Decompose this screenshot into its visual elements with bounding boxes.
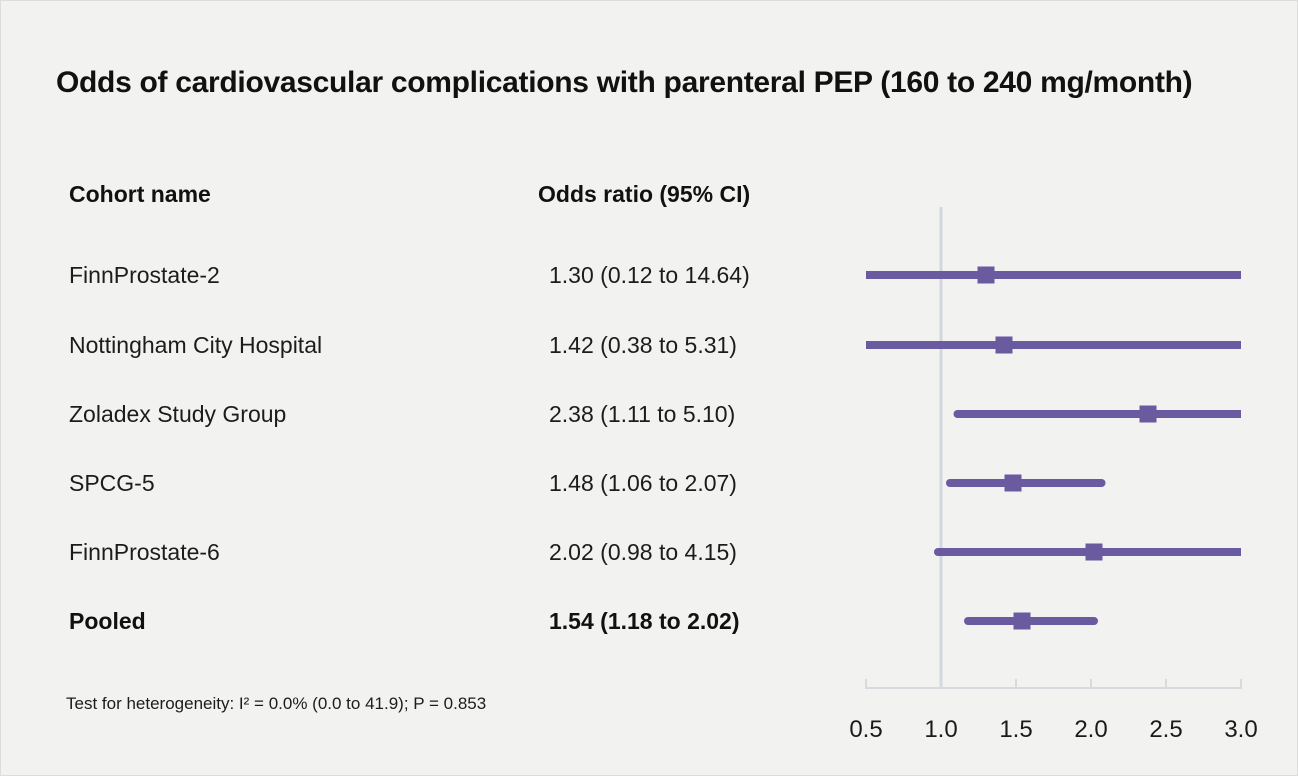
odds-ratio-marker — [995, 336, 1013, 354]
x-axis-tick-label: 1.0 — [924, 716, 957, 743]
odds-ratio-value: 1.30 (0.12 to 14.64) — [549, 262, 750, 288]
cohort-name: Nottingham City Hospital — [69, 332, 323, 358]
x-axis-tick-label: 2.5 — [1149, 716, 1182, 743]
cohort-name: Pooled — [69, 608, 146, 634]
cohort-column-header: Cohort name — [69, 181, 211, 207]
x-axis-tick-label: 3.0 — [1224, 716, 1257, 743]
heterogeneity-footnote: Test for heterogeneity: I² = 0.0% (0.0 t… — [66, 694, 487, 713]
odds-ratio-value: 2.38 (1.11 to 5.10) — [549, 401, 736, 427]
ci-cap-right — [1090, 617, 1098, 625]
ci-cap-left — [964, 617, 972, 625]
odds-ratio-marker — [1139, 405, 1157, 423]
odds-ratio-column-header: Odds ratio (95% CI) — [538, 181, 751, 207]
cohort-name: FinnProstate-6 — [69, 539, 220, 565]
ci-cap-left — [934, 548, 942, 556]
x-axis-tick-label: 0.5 — [849, 716, 882, 743]
ci-cap-right — [1097, 479, 1106, 487]
ci-cap-left — [953, 410, 962, 418]
ci-cap-left — [946, 479, 954, 487]
odds-ratio-marker — [977, 266, 995, 284]
cohort-name: FinnProstate-2 — [69, 262, 220, 288]
odds-ratio-value: 2.02 (0.98 to 4.15) — [549, 539, 737, 565]
odds-ratio-marker — [1004, 474, 1022, 492]
x-axis-tick-label: 2.0 — [1074, 716, 1107, 743]
odds-ratio-marker — [1013, 612, 1031, 630]
odds-ratio-value: 1.48 (1.06 to 2.07) — [549, 470, 737, 496]
cohort-name: SPCG-5 — [69, 470, 155, 496]
cohort-name: Zoladex Study Group — [69, 401, 287, 427]
odds-ratio-value: 1.42 (0.38 to 5.31) — [549, 332, 737, 358]
x-axis-tick-label: 1.5 — [999, 716, 1032, 743]
odds-ratio-marker — [1085, 543, 1103, 561]
chart-title: Odds of cardiovascular complications wit… — [56, 66, 1193, 99]
odds-ratio-value: 1.54 (1.18 to 2.02) — [549, 608, 740, 634]
